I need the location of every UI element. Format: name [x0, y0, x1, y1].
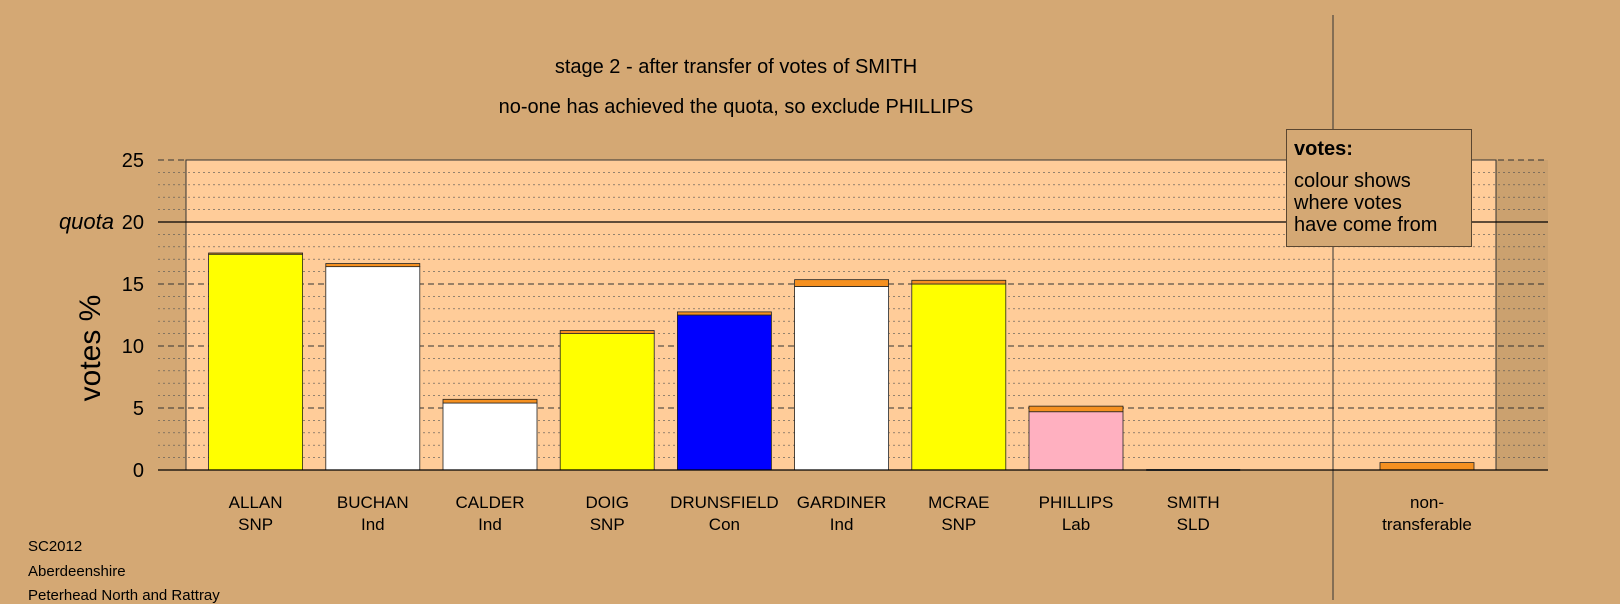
- x-label-name: DOIG: [585, 493, 628, 512]
- x-label-name: CALDER: [456, 493, 525, 512]
- x-label-party: Con: [709, 515, 740, 534]
- y-tick-label: 20: [122, 212, 144, 234]
- x-label-name: MCRAE: [928, 493, 989, 512]
- legend-title: votes:: [1294, 138, 1353, 160]
- bar-phillips: [1028, 411, 1124, 471]
- bar-transfer-calder: [442, 398, 538, 404]
- x-label-nontransferable-1: non-: [1410, 493, 1444, 512]
- x-label-name: ALLAN: [229, 493, 283, 512]
- right-margin-shade: [1496, 160, 1548, 470]
- bar-mcrae: [911, 283, 1007, 471]
- x-label-name: GARDINER: [797, 493, 887, 512]
- y-tick-label: 10: [122, 336, 144, 358]
- bar-transfer-buchan: [325, 263, 421, 268]
- bar-transfer-phillips: [1028, 405, 1124, 413]
- x-label-party: Lab: [1062, 515, 1090, 534]
- x-label-name: BUCHAN: [337, 493, 409, 512]
- quota-label: quota: [59, 209, 114, 234]
- legend-text: colour shows where votes have come from: [1294, 170, 1438, 236]
- x-label-nontransferable-2: transferable: [1382, 515, 1472, 534]
- x-label-name: PHILLIPS: [1039, 493, 1114, 512]
- bar-gardiner: [794, 286, 889, 471]
- footer-ward: Peterhead North and Rattray: [28, 587, 220, 604]
- bar-transfer-mcrae: [911, 279, 1007, 285]
- footer-council: Aberdeenshire: [28, 563, 126, 580]
- x-label-party: SLD: [1177, 515, 1210, 534]
- x-label-party: SNP: [590, 515, 625, 534]
- chart-subtitle: no-one has achieved the quota, so exclud…: [499, 96, 974, 118]
- x-label-party: Ind: [830, 515, 854, 534]
- x-label-party: Ind: [361, 515, 385, 534]
- bar-transfer-doig: [559, 330, 655, 334]
- bar-allan: [208, 253, 304, 471]
- bar-drunsfield: [677, 314, 772, 471]
- y-tick-label: 0: [133, 460, 144, 482]
- x-label-party: Ind: [478, 515, 502, 534]
- x-label-name: SMITH: [1167, 493, 1220, 512]
- plot-area: 0 5 10 15 20 25 quota ALLAN SNP BUCHAN Ind CALDER In…: [59, 15, 1548, 600]
- y-tick-label: 15: [122, 274, 144, 296]
- bar-transfer-gardiner: [794, 279, 889, 287]
- bar-calder: [442, 402, 538, 471]
- bar-transfer-allan: [208, 252, 304, 255]
- legend-box: votes: colour shows where votes have com…: [1286, 129, 1472, 247]
- chart-title: stage 2 - after transfer of votes of SMI…: [555, 56, 917, 78]
- y-tick-label: 5: [133, 398, 144, 420]
- y-tick-label: 25: [122, 150, 144, 172]
- bar-buchan: [325, 266, 421, 471]
- x-label-party: SNP: [941, 515, 976, 534]
- x-label-name: DRUNSFIELD: [670, 493, 779, 512]
- bar-doig: [559, 333, 655, 471]
- bar-transfer-drunsfield: [677, 311, 772, 316]
- x-label-party: SNP: [238, 515, 273, 534]
- footer-election: SC2012: [28, 538, 83, 555]
- bar-nontransferable: [1379, 462, 1475, 471]
- y-axis-label: votes %: [74, 295, 107, 402]
